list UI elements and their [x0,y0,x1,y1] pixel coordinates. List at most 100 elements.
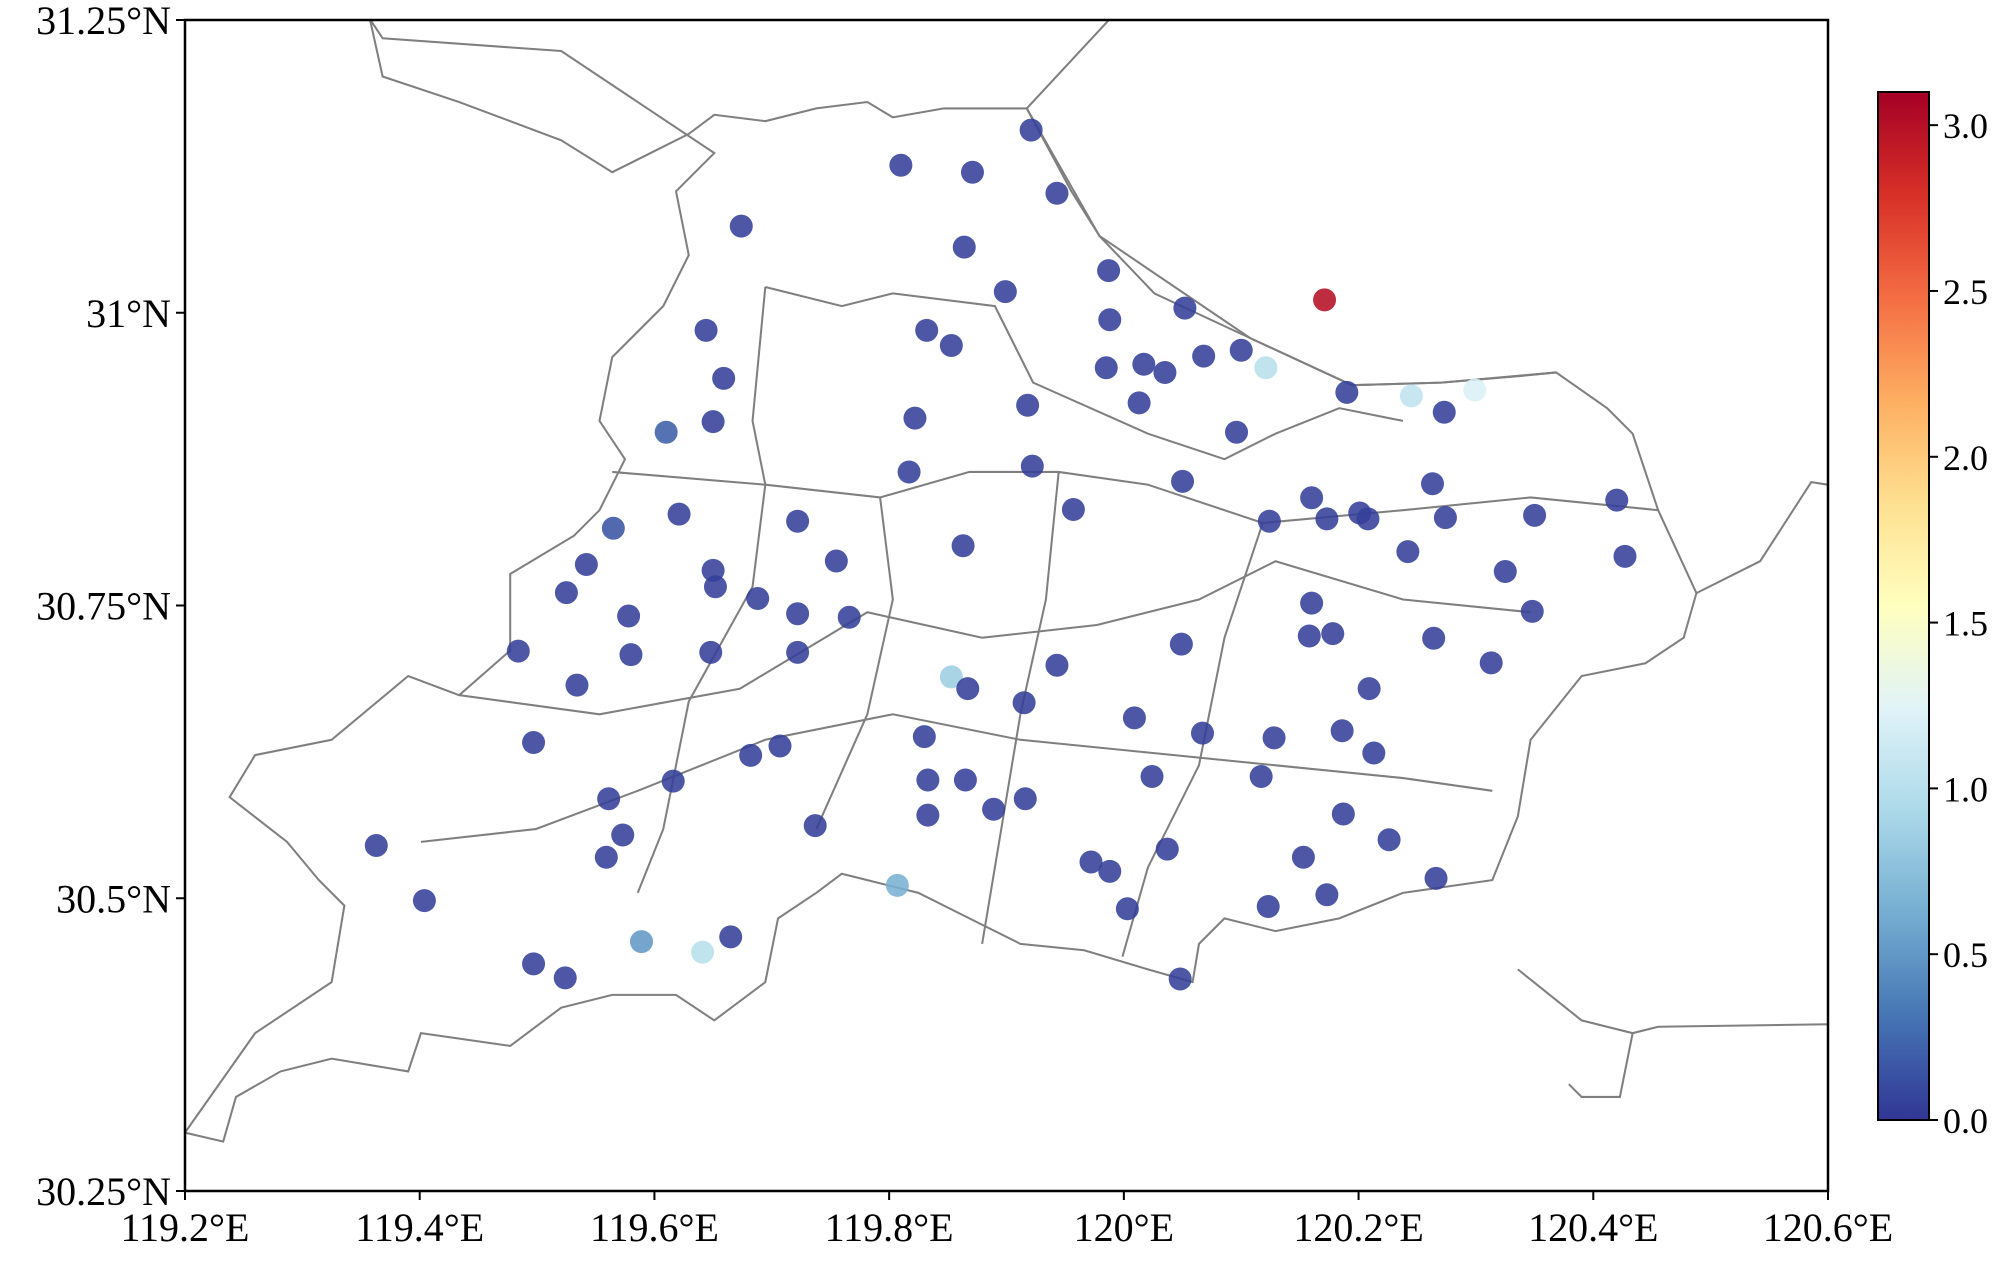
station-point [667,502,691,526]
station-point [939,665,963,689]
station-point [654,420,678,444]
station-point [1300,591,1324,615]
y-tick-label: 31°N [86,291,171,336]
station-point [916,768,940,792]
station-point [1094,356,1118,380]
station-point [903,406,927,430]
station-point [1045,653,1069,677]
station-point [1331,802,1355,826]
station-point [1523,503,1547,527]
plot-frame [183,18,1830,1193]
station-point [1169,632,1193,656]
station-point [619,643,643,667]
station-point [837,605,861,629]
station-point [719,925,743,949]
station-point [694,318,718,342]
colorbar-tick-label: 0.5 [1943,935,1988,975]
station-point [786,640,810,664]
district-line [1121,522,1264,957]
station-point [915,318,939,342]
x-tick-label: 119.8°E [825,1205,954,1250]
colorbar-tick-label: 2.0 [1943,438,1988,478]
colorbar [1877,91,1930,1121]
station-point [703,575,727,599]
station-point [803,814,827,838]
station-point [786,509,810,533]
station-point [1192,344,1216,368]
station-point [522,952,546,976]
station-point [746,586,770,610]
station-point [1019,118,1043,142]
station-point [1079,850,1103,874]
station-point [553,966,577,990]
station-point [1168,967,1192,991]
station-point [1315,883,1339,907]
station-point [1377,828,1401,852]
x-tick-label: 120.6°E [1763,1205,1893,1250]
station-point [617,604,641,628]
station-point [1613,544,1637,568]
x-tick-label: 119.2°E [121,1205,250,1250]
station-point [1297,624,1321,648]
station-point [701,410,725,434]
station-point [956,677,980,701]
station-point [1155,837,1179,861]
district-line [1517,968,1828,1035]
station-point [768,734,792,758]
station-point [889,153,913,177]
district-line [815,497,894,830]
station-point [1140,764,1164,788]
station-point [1098,859,1122,883]
y-tick-label: 31.25°N [36,0,171,43]
station-point [1257,509,1281,533]
station-point [712,366,736,390]
district-line [1695,481,1828,595]
station-point [1262,726,1286,750]
station-point [1098,308,1122,332]
station-point [729,214,753,238]
station-point [824,549,848,573]
station-point [952,235,976,259]
station-point [897,460,921,484]
station-point [1122,706,1146,730]
station-point [1171,469,1195,493]
district-line [612,470,1659,524]
station-point [993,280,1017,304]
station-point [611,823,635,847]
station-point [1256,894,1280,918]
station-point [522,731,546,755]
district-line [765,285,1404,461]
district-line [636,286,767,894]
station-point [1335,380,1359,404]
station-point [1127,391,1151,415]
station-point [1463,378,1487,402]
station-point [1479,651,1503,675]
station-point [601,516,625,540]
station-point [1061,497,1085,521]
station-point [699,640,723,664]
station-point [885,873,909,897]
station-point [1520,599,1544,623]
station-point [1229,338,1253,362]
district-line [1568,1032,1634,1098]
station-point [565,673,589,697]
station-point [953,768,977,792]
station-point [739,743,763,767]
station-point [1321,622,1345,646]
x-tick-label: 119.6°E [590,1205,719,1250]
station-point [916,803,940,827]
x-tick-label: 120.4°E [1528,1205,1658,1250]
station-point [1356,507,1380,531]
station-point [939,334,963,358]
station-point [554,581,578,605]
colorbar-tick-label: 0.0 [1943,1101,1988,1141]
colorbar-tick-label: 1.5 [1943,604,1988,644]
district-line [981,471,1060,945]
station-point [1016,393,1040,417]
station-point [1396,540,1420,564]
station-point [1433,506,1457,530]
stations [364,118,1637,991]
y-tick-label: 30.25°N [36,1169,171,1214]
station-point [1173,296,1197,320]
region-outline [185,20,1698,1143]
